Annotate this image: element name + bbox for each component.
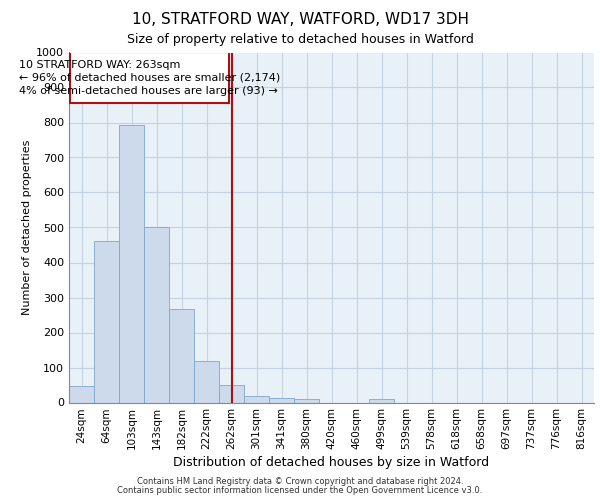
Bar bbox=[94, 242, 119, 402]
Bar bbox=[244, 396, 269, 402]
Text: 10 STRATFORD WAY: 263sqm
← 96% of detached houses are smaller (2,174)
4% of semi: 10 STRATFORD WAY: 263sqm ← 96% of detach… bbox=[19, 60, 280, 96]
Y-axis label: Number of detached properties: Number of detached properties bbox=[22, 140, 32, 315]
Bar bbox=[219, 385, 244, 402]
Text: Contains public sector information licensed under the Open Government Licence v3: Contains public sector information licen… bbox=[118, 486, 482, 495]
Bar bbox=[169, 308, 194, 402]
Bar bbox=[119, 125, 144, 402]
X-axis label: Distribution of detached houses by size in Watford: Distribution of detached houses by size … bbox=[173, 456, 490, 469]
Text: 10, STRATFORD WAY, WATFORD, WD17 3DH: 10, STRATFORD WAY, WATFORD, WD17 3DH bbox=[131, 12, 469, 28]
Bar bbox=[294, 399, 319, 402]
FancyBboxPatch shape bbox=[70, 52, 229, 103]
Bar bbox=[144, 228, 169, 402]
Text: Size of property relative to detached houses in Watford: Size of property relative to detached ho… bbox=[127, 32, 473, 46]
Bar bbox=[269, 398, 294, 402]
Bar bbox=[69, 386, 94, 402]
Bar bbox=[194, 360, 219, 403]
Text: Contains HM Land Registry data © Crown copyright and database right 2024.: Contains HM Land Registry data © Crown c… bbox=[137, 477, 463, 486]
Bar bbox=[369, 399, 394, 402]
